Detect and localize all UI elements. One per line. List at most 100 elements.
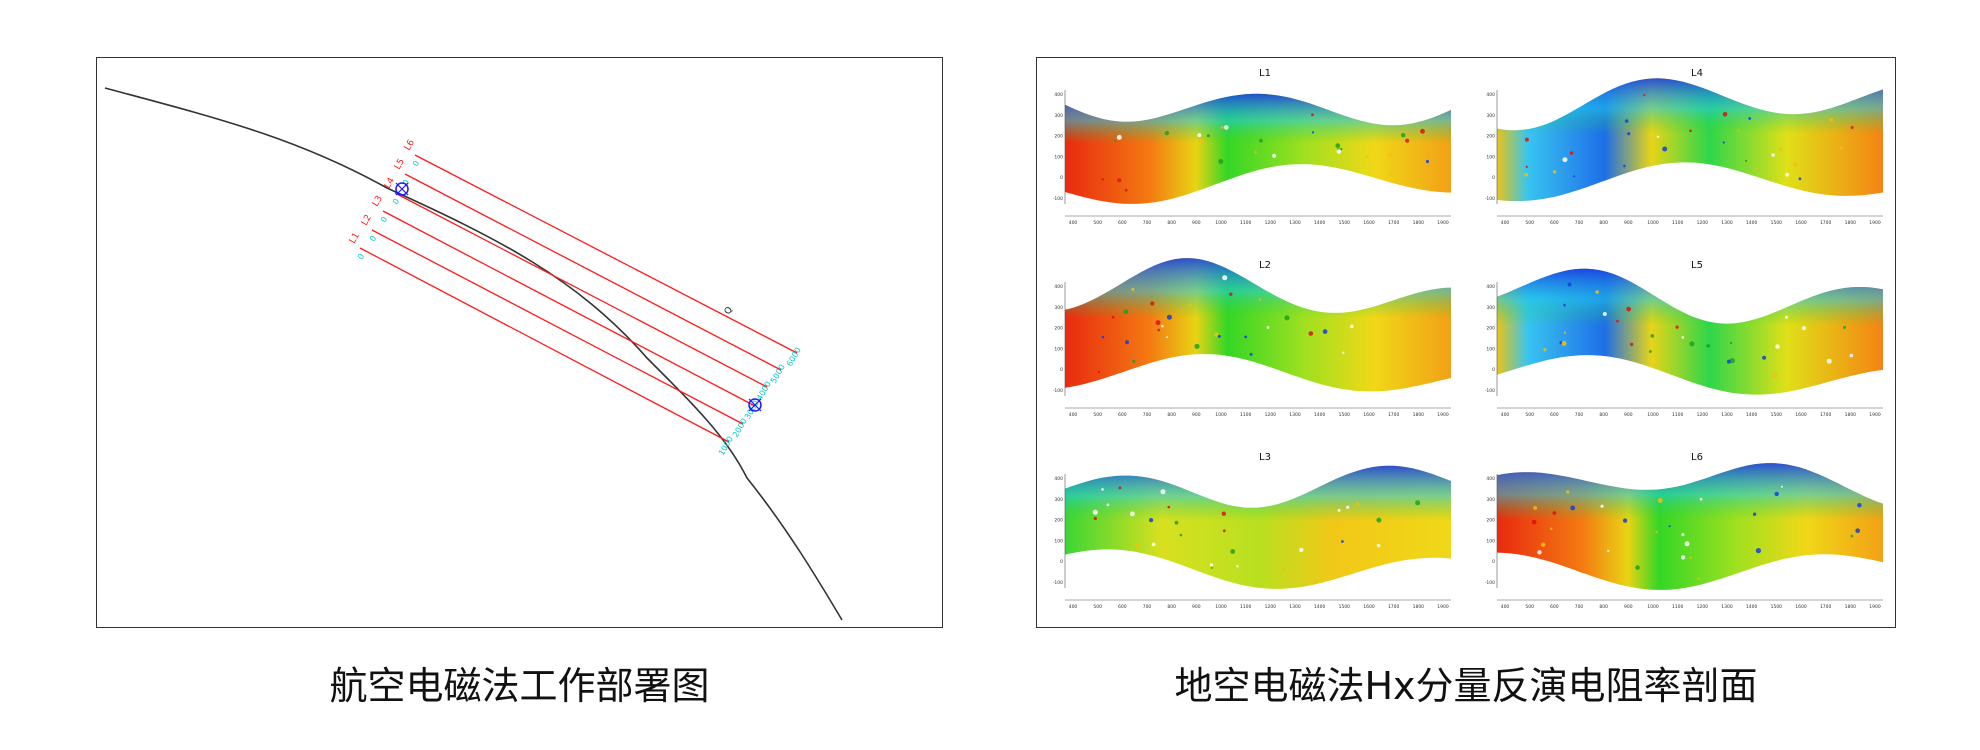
anomaly-dot: [1850, 126, 1854, 129]
x-tick-label: 700: [1143, 412, 1152, 418]
anomaly-dot: [1662, 146, 1668, 152]
anomaly-dot: [1573, 175, 1576, 178]
anomaly-dot: [1420, 128, 1425, 134]
y-tick-label: 0: [1060, 559, 1063, 565]
anomaly-dot: [1829, 117, 1834, 122]
anomaly-dot: [1650, 334, 1655, 338]
x-tick-label: 1400: [1746, 412, 1758, 418]
anomaly-dot: [1387, 152, 1393, 158]
x-tick-label: 900: [1192, 412, 1201, 418]
anomaly-dot: [1699, 497, 1703, 501]
x-tick-label: 1000: [1647, 412, 1659, 418]
x-tick-label: 800: [1599, 412, 1608, 418]
x-tick-label: 1400: [1314, 412, 1326, 418]
x-tick-label: 900: [1192, 220, 1201, 226]
anomaly-dot: [1622, 518, 1628, 523]
anomaly-dot: [1774, 491, 1779, 497]
anomaly-dot: [1206, 134, 1210, 138]
end-tick-label: 5000: [769, 363, 787, 385]
y-tick-label: 0: [1060, 175, 1063, 181]
anomaly-dot: [1124, 188, 1128, 192]
anomaly-dot: [1254, 151, 1257, 154]
anomaly-dot: [1157, 328, 1161, 332]
x-tick-label: 600: [1118, 220, 1127, 226]
anomaly-dot: [1341, 540, 1344, 543]
x-tick-label: 400: [1501, 604, 1510, 610]
anomaly-dot: [1101, 488, 1104, 491]
anomaly-dot: [1826, 358, 1832, 364]
x-tick-label: 1100: [1240, 220, 1252, 226]
anomaly-dot: [1113, 139, 1117, 142]
anomaly-dot: [1166, 314, 1172, 320]
x-tick-label: 1600: [1795, 604, 1807, 610]
start-tick-label: 0: [411, 159, 421, 168]
anomaly-dot: [1681, 336, 1685, 339]
anomaly-dot: [1217, 334, 1221, 338]
anomaly-dot: [1284, 315, 1290, 321]
x-tick-label: 600: [1118, 412, 1127, 418]
anomaly-dot: [1627, 132, 1631, 136]
anomaly-dot: [1365, 155, 1369, 159]
x-tick-label: 1900: [1869, 604, 1881, 610]
x-tick-label: 1300: [1289, 604, 1301, 610]
x-tick-label: 1000: [1647, 220, 1659, 226]
anomaly-dot: [1755, 167, 1758, 170]
profile-title: L3: [1259, 452, 1271, 463]
y-tick-label: 0: [1492, 175, 1495, 181]
anomaly-dot: [1308, 331, 1314, 336]
y-tick-label: -100: [1053, 196, 1063, 202]
survey-line-l6: [414, 154, 798, 354]
y-tick-label: 0: [1492, 559, 1495, 565]
anomaly-dot: [1524, 137, 1529, 142]
anomaly-dot: [1525, 165, 1528, 168]
anomaly-dot: [1775, 344, 1780, 349]
x-tick-label: 800: [1599, 220, 1608, 226]
x-tick-label: 1300: [1721, 220, 1733, 226]
anomaly-dot: [1322, 329, 1328, 334]
x-tick-label: 1400: [1746, 604, 1758, 610]
x-tick-label: 1600: [1363, 604, 1375, 610]
anomaly-dot: [1624, 119, 1629, 123]
resistivity-profiles-panel: L1 400 300 200 100 0 -100 400 500 600 700 800 900 100…: [1036, 57, 1896, 628]
anomaly-dot: [1602, 311, 1607, 317]
anomaly-dot: [1150, 301, 1155, 306]
anomaly-dot: [1745, 159, 1748, 162]
anomaly-dot: [1649, 350, 1652, 353]
y-tick-label: 400: [1486, 476, 1495, 482]
anomaly-dot: [1857, 503, 1862, 508]
y-tick-label: -100: [1485, 196, 1495, 202]
y-tick-label: 100: [1486, 154, 1495, 160]
x-tick-label: 1900: [1437, 220, 1449, 226]
anomaly-dot: [1118, 486, 1122, 490]
x-tick-label: 1500: [1339, 604, 1351, 610]
anomaly-dot: [1626, 306, 1631, 312]
y-tick-label: 0: [1060, 367, 1063, 373]
anomaly-dot: [1134, 543, 1140, 549]
survey-line-label: L2: [360, 213, 374, 227]
x-tick-label: 600: [1550, 604, 1559, 610]
x-tick-label: 500: [1525, 220, 1534, 226]
y-tick-label: 0: [1492, 367, 1495, 373]
anomaly-dot: [1563, 331, 1567, 334]
anomaly-dot: [1675, 325, 1679, 329]
anomaly-dot: [1552, 511, 1557, 515]
anomaly-dot: [1697, 577, 1700, 580]
anomaly-dot: [1850, 534, 1854, 538]
anomaly-dot: [1340, 147, 1343, 151]
anomaly-dot: [1249, 352, 1253, 356]
anomaly-dot: [1752, 512, 1757, 516]
anomaly-dot: [1780, 485, 1783, 488]
anomaly-dot: [1336, 149, 1342, 154]
anomaly-dot: [1595, 290, 1599, 294]
x-tick-label: 800: [1167, 604, 1176, 610]
anomaly-dot: [1549, 527, 1553, 531]
anomaly-dot: [1236, 565, 1239, 568]
x-tick-label: 1500: [1339, 220, 1351, 226]
anomaly-dot: [1607, 549, 1610, 552]
survey-line-label: L6: [403, 138, 417, 153]
anomaly-dot: [1092, 509, 1098, 515]
x-tick-label: 1300: [1721, 604, 1733, 610]
x-tick-label: 1100: [1240, 604, 1252, 610]
